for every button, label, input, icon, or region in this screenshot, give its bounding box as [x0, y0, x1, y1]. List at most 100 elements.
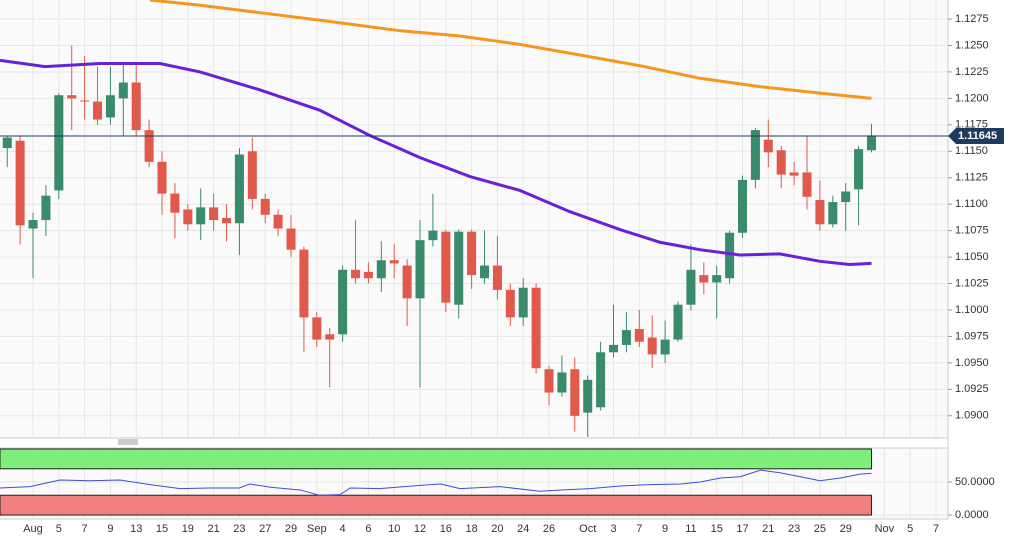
candle-body [376, 260, 386, 279]
candle-body [2, 137, 12, 149]
candle-body [299, 249, 309, 318]
y-tick-label: 1.0975 [955, 330, 989, 342]
x-tick-label: 6 [365, 523, 371, 535]
candle-body [170, 193, 180, 213]
x-tick-label: 9 [107, 523, 113, 535]
candle-body [325, 334, 335, 340]
candle-body [441, 231, 451, 303]
candle-body [260, 198, 270, 215]
candle-body [28, 220, 38, 229]
indicator-line [0, 469, 872, 496]
candle-body [673, 304, 683, 340]
candle-body [518, 287, 528, 318]
x-tick-label: Sep [307, 523, 327, 535]
candle-body [338, 269, 348, 335]
candle-body [557, 372, 567, 393]
y-tick-label: 1.0950 [955, 357, 989, 369]
x-tick-label: 15 [156, 523, 168, 535]
candle-body [196, 207, 206, 225]
candle-body [531, 287, 541, 369]
candle-body [234, 154, 244, 224]
x-tick-label: 10 [388, 523, 400, 535]
candle-body [583, 379, 593, 413]
candle-body [647, 337, 657, 355]
x-tick-label: 12 [414, 523, 426, 535]
candle-body [492, 265, 502, 290]
candle-body [351, 269, 361, 279]
candle-body [660, 339, 670, 355]
candle-body [428, 230, 438, 241]
candle-body [544, 369, 554, 393]
x-tick-label: 15 [711, 523, 723, 535]
candle-body [454, 231, 464, 305]
candle-body [712, 275, 722, 283]
y-tick-label: 1.1150 [955, 145, 988, 157]
x-tick-label: 20 [491, 523, 503, 535]
x-tick-label: 21 [207, 523, 219, 535]
candle-body [415, 240, 425, 299]
x-tick-label: 24 [517, 523, 529, 535]
x-tick-label: 5 [907, 523, 913, 535]
candle-body [273, 214, 283, 229]
x-tick-label: Oct [579, 523, 596, 535]
last-price-box [948, 127, 1004, 144]
y-tick-label: 50.0000 [955, 476, 995, 488]
x-tick-label: 27 [259, 523, 271, 535]
x-tick-label: Aug [23, 523, 43, 535]
indicator-band [0, 448, 873, 470]
x-tick-label: 23 [233, 523, 245, 535]
candle-body [737, 179, 748, 233]
candle-body [789, 172, 799, 176]
y-tick-label: 1.1200 [955, 92, 989, 104]
x-tick-label: 17 [736, 523, 748, 535]
x-tick-label: 25 [814, 523, 826, 535]
x-tick-label: 7 [933, 523, 939, 535]
candle-body [841, 191, 851, 203]
candle-body [118, 82, 128, 99]
candle-body [479, 265, 490, 279]
moving-average [149, 0, 872, 100]
candle-body [596, 352, 606, 408]
y-tick-label: 1.1250 [955, 39, 989, 51]
x-tick-label: 5 [56, 523, 62, 535]
x-tick-label: 29 [840, 523, 852, 535]
x-tick-label: 7 [82, 523, 88, 535]
y-tick-label: 1.1275 [955, 13, 989, 25]
candle-body [131, 82, 141, 131]
candle-body [93, 101, 103, 120]
candle-body [802, 172, 812, 197]
x-tick-label: 29 [285, 523, 297, 535]
candle-body [80, 100, 90, 102]
x-tick-label: 4 [340, 523, 346, 535]
x-tick-label: 21 [762, 523, 774, 535]
y-tick-label: 1.1050 [955, 251, 989, 263]
y-tick-label: 1.1000 [955, 304, 989, 316]
x-tick-label: 13 [130, 523, 142, 535]
candle-body [634, 329, 644, 342]
candle-body [144, 130, 154, 162]
drag-handle[interactable] [118, 439, 138, 445]
candle-body [105, 95, 115, 118]
x-tick-label: 7 [636, 523, 642, 535]
y-tick-label: 1.1125 [955, 172, 988, 184]
candle-body [505, 289, 515, 318]
y-tick-label: 1.1100 [955, 198, 988, 210]
x-tick-label: 23 [788, 523, 800, 535]
grid [0, 0, 948, 519]
candle-body [183, 209, 193, 225]
candle-body [54, 95, 64, 191]
candle-body [699, 275, 709, 283]
candle-body [209, 207, 219, 221]
candle-body [41, 195, 51, 221]
candle-body [866, 135, 877, 151]
candle-body [776, 150, 786, 175]
candle-body [286, 228, 296, 250]
candle-body [686, 269, 696, 305]
candle-body [750, 130, 760, 180]
main-plot-bg [0, 0, 948, 438]
candle-body [67, 95, 77, 99]
candle-body [828, 202, 838, 225]
x-tick-label: 19 [182, 523, 194, 535]
candle-body [467, 231, 477, 276]
